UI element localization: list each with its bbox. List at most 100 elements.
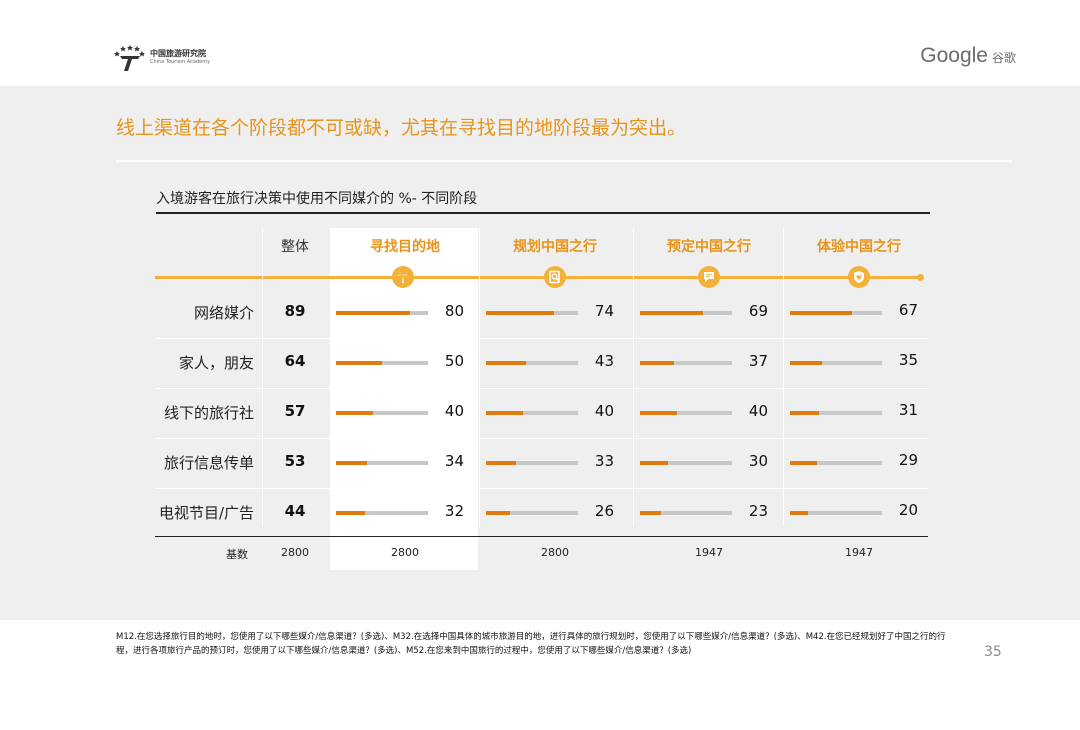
- bar-track: [336, 461, 428, 465]
- row-label: 网络媒介: [193, 304, 254, 322]
- row-label: 线下的旅行社: [163, 404, 254, 422]
- row-divider: [155, 438, 928, 439]
- base-value: 2800: [541, 546, 569, 559]
- content-panel: [0, 86, 1080, 620]
- bar-fill: [640, 461, 668, 465]
- base-value: 1947: [695, 546, 723, 559]
- row-label: 电视节目/广告: [158, 504, 254, 522]
- bar-fill: [790, 411, 819, 415]
- bar-track: [790, 361, 882, 365]
- bar-track: [336, 311, 428, 315]
- column-divider: [783, 228, 784, 526]
- bar-track: [486, 461, 578, 465]
- bar-fill: [640, 511, 661, 515]
- google-logo: Google 谷歌: [920, 44, 1016, 68]
- chart-title-underline: [156, 212, 930, 214]
- bar-track: [640, 411, 732, 415]
- bar-value-label: 23: [748, 502, 768, 520]
- bar-track: [640, 361, 732, 365]
- bar-track: [486, 511, 578, 515]
- bar-fill: [336, 361, 382, 365]
- bar-value-label: 37: [748, 352, 768, 370]
- bar-fill: [640, 361, 674, 365]
- row-label: 家人，朋友: [178, 354, 254, 372]
- bar-value-label: 30: [748, 452, 768, 470]
- bar-value-label: 43: [594, 352, 614, 370]
- overall-value: 64: [284, 352, 306, 370]
- row-divider: [155, 488, 928, 489]
- shield-heart-icon: [848, 266, 870, 288]
- bar-value-label: 74: [594, 302, 614, 320]
- bar-track: [336, 411, 428, 415]
- search-doc-icon: [544, 266, 566, 288]
- bar-track: [640, 511, 732, 515]
- bar-fill: [336, 411, 373, 415]
- bar-value-label: 20: [898, 501, 918, 519]
- bar-track: [486, 411, 578, 415]
- row-label: 旅行信息传单: [163, 454, 254, 472]
- bar-fill: [486, 411, 523, 415]
- bar-value-label: 31: [898, 401, 918, 419]
- google-cn-name: 谷歌: [991, 51, 1016, 65]
- org-name-en: China Tourism Academy: [150, 58, 211, 65]
- overall-value: 57: [284, 402, 306, 420]
- bar-track: [790, 461, 882, 465]
- bar-value-label: 40: [444, 402, 464, 420]
- column-header-stage: 预定中国之行: [667, 239, 751, 255]
- bar-fill: [486, 311, 554, 315]
- headline-divider: [116, 160, 1012, 162]
- bar-fill: [336, 461, 367, 465]
- bar-value-label: 80: [444, 302, 464, 320]
- base-value: 2800: [391, 546, 419, 559]
- base-value: 1947: [845, 546, 873, 559]
- bar-track: [790, 311, 882, 315]
- row-divider: [155, 388, 928, 389]
- column-divider: [633, 228, 634, 526]
- palm-tree-icon: [392, 266, 414, 288]
- row-divider: [155, 338, 928, 339]
- google-wordmark: Google: [920, 44, 988, 67]
- bar-value-label: 69: [748, 302, 768, 320]
- bar-fill: [486, 511, 510, 515]
- chart-title: 入境游客在旅行决策中使用不同媒介的 %- 不同阶段: [156, 191, 478, 207]
- overall-value: 89: [284, 302, 306, 320]
- bar-fill: [486, 461, 516, 465]
- bar-fill: [336, 511, 365, 515]
- overall-value: 53: [284, 452, 306, 470]
- bar-value-label: 35: [898, 351, 918, 369]
- bar-fill: [790, 461, 817, 465]
- bar-value-label: 50: [444, 352, 464, 370]
- bar-value-label: 33: [594, 452, 614, 470]
- bar-value-label: 26: [594, 502, 614, 520]
- bar-fill: [486, 361, 526, 365]
- base-value-overall: 2800: [281, 546, 309, 559]
- bar-fill: [640, 411, 677, 415]
- page-headline: 线上渠道在各个阶段都不可或缺，尤其在寻找目的地阶段最为突出。: [116, 117, 687, 139]
- table-bottom-rule: [155, 536, 928, 537]
- bar-track: [790, 411, 882, 415]
- timeline-end-dot: [917, 274, 924, 281]
- overall-value: 44: [284, 502, 306, 520]
- bar-value-label: 34: [444, 452, 464, 470]
- bar-value-label: 29: [898, 451, 918, 469]
- bar-value-label: 40: [594, 402, 614, 420]
- bar-fill: [790, 361, 822, 365]
- bar-track: [640, 311, 732, 315]
- china-tourism-academy-logo: 中国旅游研究院 China Tourism Academy: [112, 42, 210, 72]
- stage-timeline: [155, 276, 920, 279]
- bar-value-label: 32: [444, 502, 464, 520]
- bar-track: [336, 511, 428, 515]
- bar-fill: [790, 511, 808, 515]
- bar-fill: [790, 311, 852, 315]
- chat-icon: [698, 266, 720, 288]
- bar-fill: [336, 311, 410, 315]
- bar-track: [486, 311, 578, 315]
- page-number: 35: [984, 644, 1002, 660]
- bar-track: [790, 511, 882, 515]
- page-header: 中国旅游研究院 China Tourism Academy Google 谷歌: [0, 0, 1080, 86]
- bar-value-label: 67: [898, 301, 918, 319]
- column-divider: [262, 228, 263, 526]
- bar-track: [336, 361, 428, 365]
- footnote: M12.在您选择旅行目的地时，您使用了以下哪些媒介/信息渠道？(多选)、M32.…: [116, 632, 946, 656]
- bar-track: [640, 461, 732, 465]
